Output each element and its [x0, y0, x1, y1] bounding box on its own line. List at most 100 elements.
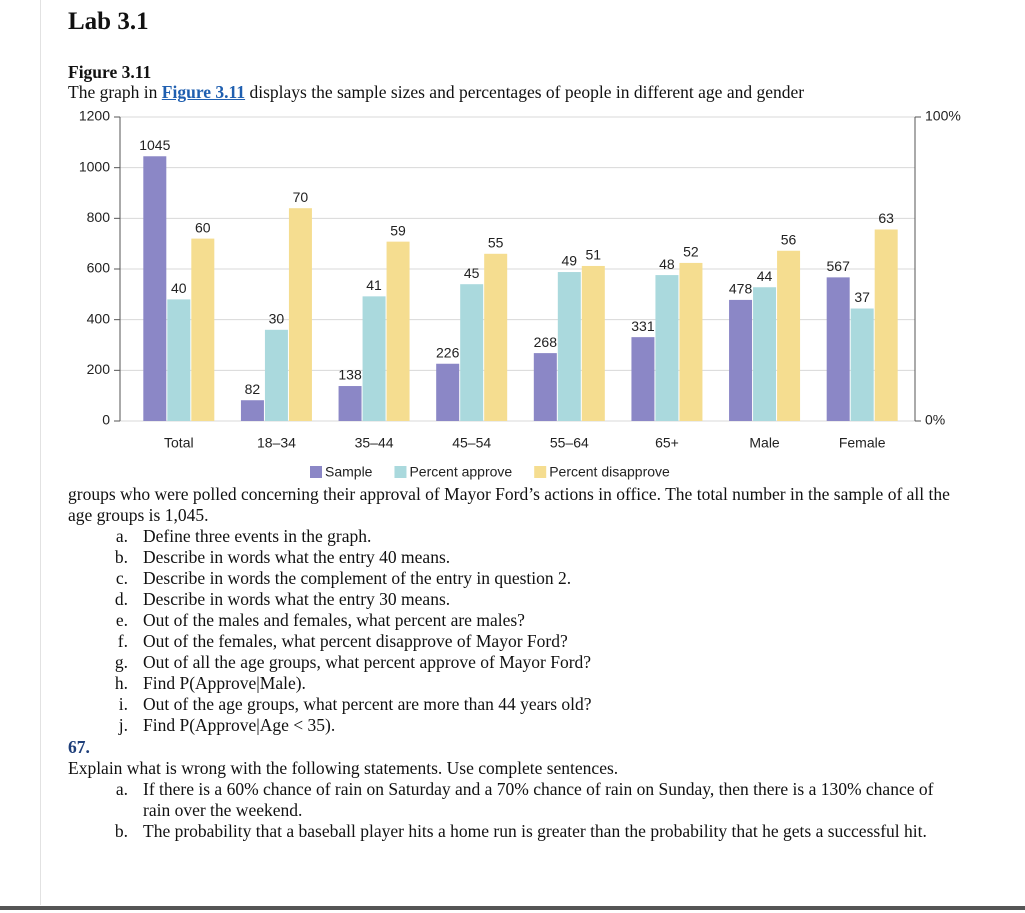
caption-end: displays the sample sizes and percentage…	[249, 82, 805, 102]
data-label: 478	[729, 281, 753, 297]
data-label: 40	[171, 280, 187, 296]
legend-label: Percent approve	[409, 464, 512, 480]
data-label: 331	[631, 318, 655, 334]
bar	[484, 253, 508, 421]
question-text: Out of the females, what percent disappr…	[143, 631, 568, 651]
bar	[143, 156, 167, 421]
bar	[191, 238, 215, 421]
bar	[826, 277, 850, 421]
data-label: 41	[366, 277, 382, 293]
legend-label: Sample	[325, 464, 373, 480]
question-text: Describe in words what the entry 30 mean…	[143, 589, 451, 609]
question: g. Out of all the age groups, what percen…	[68, 652, 968, 673]
data-label: 30	[269, 311, 285, 327]
bar	[777, 250, 801, 421]
bar	[581, 265, 605, 421]
x-tick-label: Male	[749, 435, 780, 451]
question-letter: g.	[114, 652, 128, 672]
question-text: Find P(Approve|Male).	[143, 673, 306, 693]
item-letter: b.	[114, 821, 128, 841]
bar	[729, 299, 753, 421]
data-label: 56	[781, 231, 797, 247]
problem-number: 67.	[68, 737, 90, 757]
bar	[362, 296, 386, 421]
legend-label: Percent disapprove	[549, 464, 670, 480]
figure-label: Figure 3.11	[68, 62, 152, 82]
data-label: 138	[338, 367, 362, 383]
data-label: 49	[562, 253, 578, 269]
problem-text: Explain what is wrong with the following…	[68, 758, 619, 778]
question: j. Find P(Approve|Age < 35).	[68, 715, 968, 736]
bar	[436, 363, 460, 421]
x-tick-label: 65+	[655, 435, 679, 451]
question-letter: c.	[115, 568, 128, 588]
problem-item: b. The probability that a baseball player…	[68, 821, 958, 842]
data-label: 45	[464, 265, 480, 281]
question: f. Out of the females, what percent disap…	[68, 631, 968, 652]
question-text: Out of the age groups, what percent are …	[143, 694, 592, 714]
data-label: 52	[683, 244, 699, 260]
question-text: Out of the males and females, what perce…	[143, 610, 525, 630]
y-tick-label: 400	[87, 310, 111, 326]
chart: 0 200 400 600 800 1000 1200 0% 100% Total 1045 40 60…	[79, 108, 961, 480]
caption-start: The graph in	[68, 82, 158, 102]
x-tick-label: Female	[839, 435, 886, 451]
item-letter: a.	[115, 779, 128, 799]
x-tick-label: 35–44	[355, 435, 394, 451]
caption: The graph in Figure 3.11 displays the sa…	[68, 82, 804, 103]
data-label: 51	[586, 247, 602, 263]
question-letter: f.	[117, 631, 128, 651]
bar	[557, 272, 581, 421]
question: h. Find P(Approve|Male).	[68, 673, 968, 694]
intro: groups who were polled concerning their …	[68, 484, 950, 525]
x-tick-label: 18–34	[257, 435, 296, 451]
question-letter: d.	[114, 589, 128, 609]
y2-tick-label: 100%	[925, 108, 961, 124]
page-border	[40, 0, 41, 905]
question: i. Out of the age groups, what percent ar…	[68, 694, 968, 715]
y2-tick-label: 0%	[925, 412, 945, 428]
question-letter: i.	[118, 694, 128, 714]
question: d. Describe in words what the entry 30 me…	[68, 589, 968, 610]
bar	[240, 400, 264, 421]
figure-link[interactable]: Figure 3.11	[161, 82, 246, 102]
bar	[533, 353, 557, 421]
data-label: 226	[436, 344, 460, 360]
bar	[167, 299, 191, 421]
question-letter: j.	[118, 715, 128, 735]
bar	[631, 337, 655, 421]
bar	[460, 284, 484, 421]
x-tick-label: 45–54	[452, 435, 491, 451]
data-label: 59	[390, 222, 406, 238]
bar	[753, 287, 777, 421]
x-tick-label: 55–64	[550, 435, 589, 451]
y-tick-label: 600	[87, 260, 111, 276]
y-tick-label: 0	[102, 412, 110, 428]
y-tick-label: 200	[87, 361, 111, 377]
data-label: 1045	[139, 137, 170, 153]
bar	[264, 329, 288, 421]
bottom-bar	[0, 906, 1025, 910]
data-label: 567	[827, 258, 851, 274]
problem-item: a. If there is a 60% chance of rain on Sa…	[68, 779, 958, 821]
question-text: Describe in words the complement of the …	[143, 568, 572, 588]
y-tick-label: 800	[87, 209, 111, 225]
question: c. Describe in words the complement of th…	[68, 568, 968, 589]
data-label: 60	[195, 219, 211, 235]
bar	[874, 229, 898, 421]
question-text: Describe in words what the entry 40 mean…	[143, 547, 451, 567]
bar	[288, 208, 312, 421]
question: a. Define three events in the graph.	[68, 526, 968, 547]
y-tick-label: 1200	[79, 108, 110, 124]
data-label: 70	[293, 189, 309, 205]
question: b. Describe in words what the entry 40 me…	[68, 547, 968, 568]
legend-swatch	[394, 466, 407, 478]
data-label: 44	[757, 268, 773, 284]
data-label: 37	[854, 289, 870, 305]
question-text: Define three events in the graph.	[143, 526, 372, 546]
bar	[338, 386, 362, 421]
item-text: If there is a 60% chance of rain on Satu…	[143, 779, 934, 820]
bar	[679, 262, 703, 421]
question-text: Out of all the age groups, what percent …	[143, 652, 592, 672]
